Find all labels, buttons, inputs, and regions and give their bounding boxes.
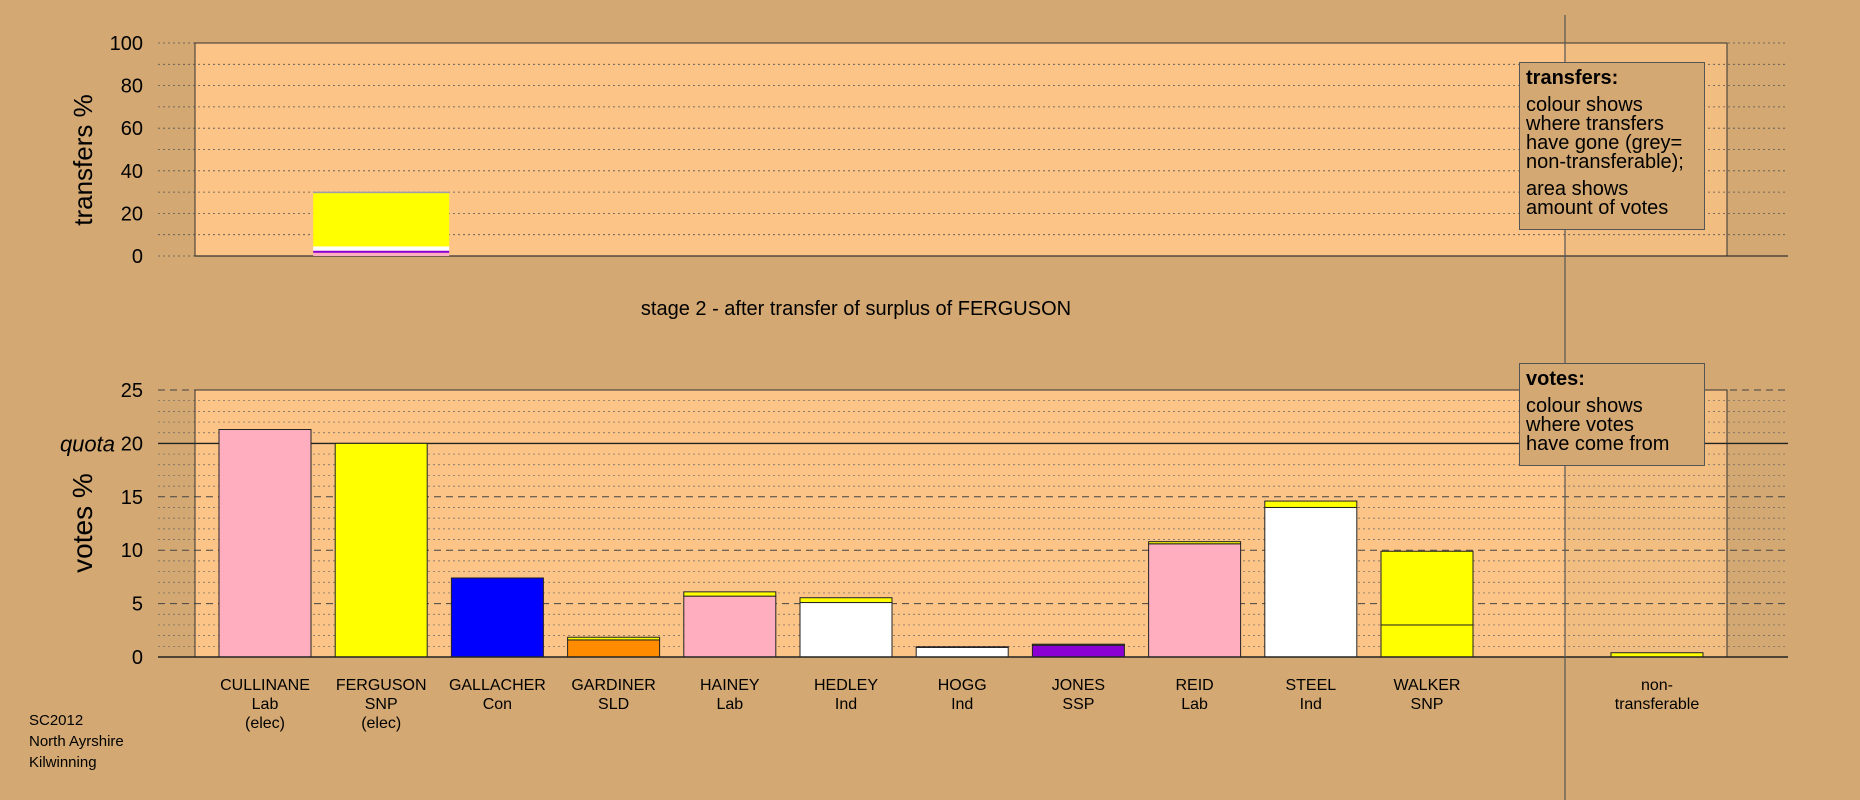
- vote-bar-segment: [450, 577, 544, 658]
- candidate-label: Ind: [951, 696, 973, 713]
- candidate-label: STEEL: [1285, 677, 1336, 694]
- votes-y-tick-label: 25: [121, 380, 143, 402]
- transfers-y-tick-label: 80: [121, 76, 143, 98]
- vote-bar-segment: [1031, 644, 1125, 658]
- votes-y-tick-label: 20: [121, 433, 143, 455]
- legend-transfers-line: have gone (grey=: [1526, 132, 1683, 154]
- candidate-label: GARDINER: [571, 677, 655, 694]
- vote-bar-segment: [799, 602, 893, 658]
- transfer-segment: [313, 250, 450, 253]
- legend-votes-line: colour shows: [1526, 395, 1643, 417]
- nontransferable-label: non-: [1641, 677, 1673, 694]
- vote-bar-segment: [567, 639, 661, 658]
- transfers-y-tick-label: 60: [121, 118, 143, 140]
- vote-bar-segment: [1148, 541, 1242, 545]
- footer-text: North Ayrshire: [29, 733, 124, 750]
- legend-votes-line: have come from: [1526, 433, 1670, 455]
- candidate-label: (elec): [245, 715, 285, 732]
- transfers-y-tick-label: 0: [132, 246, 143, 268]
- candidate-label: WALKER: [1394, 677, 1461, 694]
- candidate-label: HAINEY: [700, 677, 760, 694]
- candidate-label: GALLACHER: [449, 677, 546, 694]
- transfer-segment: [313, 252, 450, 256]
- vote-bar-segment: [1380, 624, 1474, 658]
- legend-votes: votes: colour shows where votes have com…: [1519, 363, 1705, 466]
- candidate-label: Con: [483, 696, 512, 713]
- vote-bar-segment: [1264, 500, 1358, 508]
- candidate-label: SNP: [1411, 696, 1444, 713]
- vote-bar-segment: [567, 636, 661, 641]
- transfers-y-tick-label: 20: [121, 203, 143, 225]
- stage-title: stage 2 - after transfer of surplus of F…: [641, 298, 1071, 320]
- legend-transfers-line: where transfers: [1526, 113, 1664, 135]
- legend-transfers: transfers: colour shows where transfers …: [1519, 62, 1705, 230]
- transfer-segment: [313, 191, 450, 194]
- candidate-label: Lab: [1181, 696, 1208, 713]
- legend-votes-line: where votes: [1526, 414, 1634, 436]
- vote-bar-segment: [1148, 543, 1242, 658]
- candidate-label: SSP: [1062, 696, 1094, 713]
- candidate-label: HOGG: [938, 677, 987, 694]
- vote-bar-segment: [915, 646, 1009, 648]
- candidate-label: SNP: [365, 696, 398, 713]
- vote-bar-segment: [218, 429, 312, 658]
- nontransferable-label: transferable: [1615, 696, 1700, 713]
- transfers-plot-area: [195, 43, 1727, 256]
- candidate-label: HEDLEY: [814, 677, 878, 694]
- candidate-label: Ind: [835, 696, 857, 713]
- votes-y-tick-label: 10: [121, 540, 143, 562]
- vote-bar-segment: [799, 597, 893, 604]
- vote-bar-segment: [683, 591, 777, 597]
- vote-bar-segment: [915, 646, 1009, 658]
- candidate-label: JONES: [1052, 677, 1105, 694]
- transfers-y-tick-label: 100: [110, 33, 143, 55]
- votes-y-tick-label: 5: [132, 594, 143, 616]
- candidate-label: FERGUSON: [336, 677, 427, 694]
- votes-y-tick-label: 0: [132, 647, 143, 669]
- transfer-segment: [313, 193, 450, 247]
- transfers-y-tick-label: 40: [121, 161, 143, 183]
- legend-transfers-line: amount of votes: [1526, 197, 1669, 219]
- candidate-label: CULLINANE: [220, 677, 310, 694]
- footer-text: Kilwinning: [29, 754, 97, 771]
- candidate-label: (elec): [361, 715, 401, 732]
- legend-transfers-line: area shows: [1526, 178, 1629, 200]
- legend-transfers-line: colour shows: [1526, 94, 1643, 116]
- legend-votes-title: votes:: [1526, 368, 1585, 390]
- candidate-label: Lab: [252, 696, 279, 713]
- vote-bar-segment: [334, 442, 428, 658]
- candidate-label: Ind: [1300, 696, 1322, 713]
- candidate-label: SLD: [598, 696, 629, 713]
- vote-bar-segment: [1264, 506, 1358, 658]
- votes-y-axis-title: votes %: [67, 473, 98, 573]
- transfer-segment: [313, 246, 450, 251]
- transfers-y-axis-title: transfers %: [68, 94, 98, 226]
- candidate-label: Lab: [716, 696, 743, 713]
- legend-transfers-title: transfers:: [1526, 67, 1619, 89]
- footer-text: SC2012: [29, 712, 83, 729]
- vote-bar-segment: [683, 595, 777, 658]
- vote-bar-segment: [1031, 643, 1125, 646]
- legend-transfers-line: non-transferable);: [1526, 151, 1684, 173]
- quota-label: quota: [60, 431, 115, 456]
- votes-y-tick-label: 15: [121, 487, 143, 509]
- vote-bar-segment: [1380, 550, 1474, 626]
- candidate-label: REID: [1175, 677, 1213, 694]
